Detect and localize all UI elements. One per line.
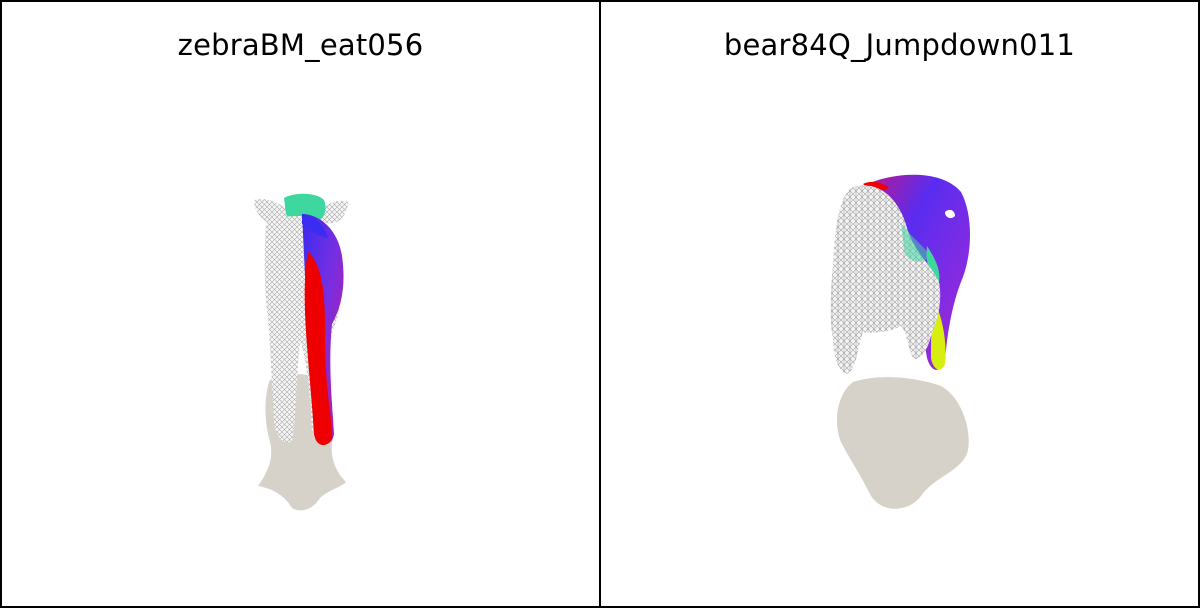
- zebra-shadow: [258, 374, 346, 511]
- zebra-render: [254, 193, 348, 511]
- zebra-red-region: [304, 252, 332, 446]
- panel-title-left: zebraBM_eat056: [177, 28, 424, 62]
- bear-mesh-body: [830, 185, 941, 374]
- panel-left: zebraBM_eat056: [0, 0, 601, 608]
- zebra-ear-right: [314, 200, 348, 224]
- panel-right: bear84Q_Jumpdown011: [599, 0, 1200, 608]
- bear-shadow: [837, 377, 969, 509]
- bear-render: [830, 174, 970, 509]
- panel-title-right: bear84Q_Jumpdown011: [723, 28, 1076, 62]
